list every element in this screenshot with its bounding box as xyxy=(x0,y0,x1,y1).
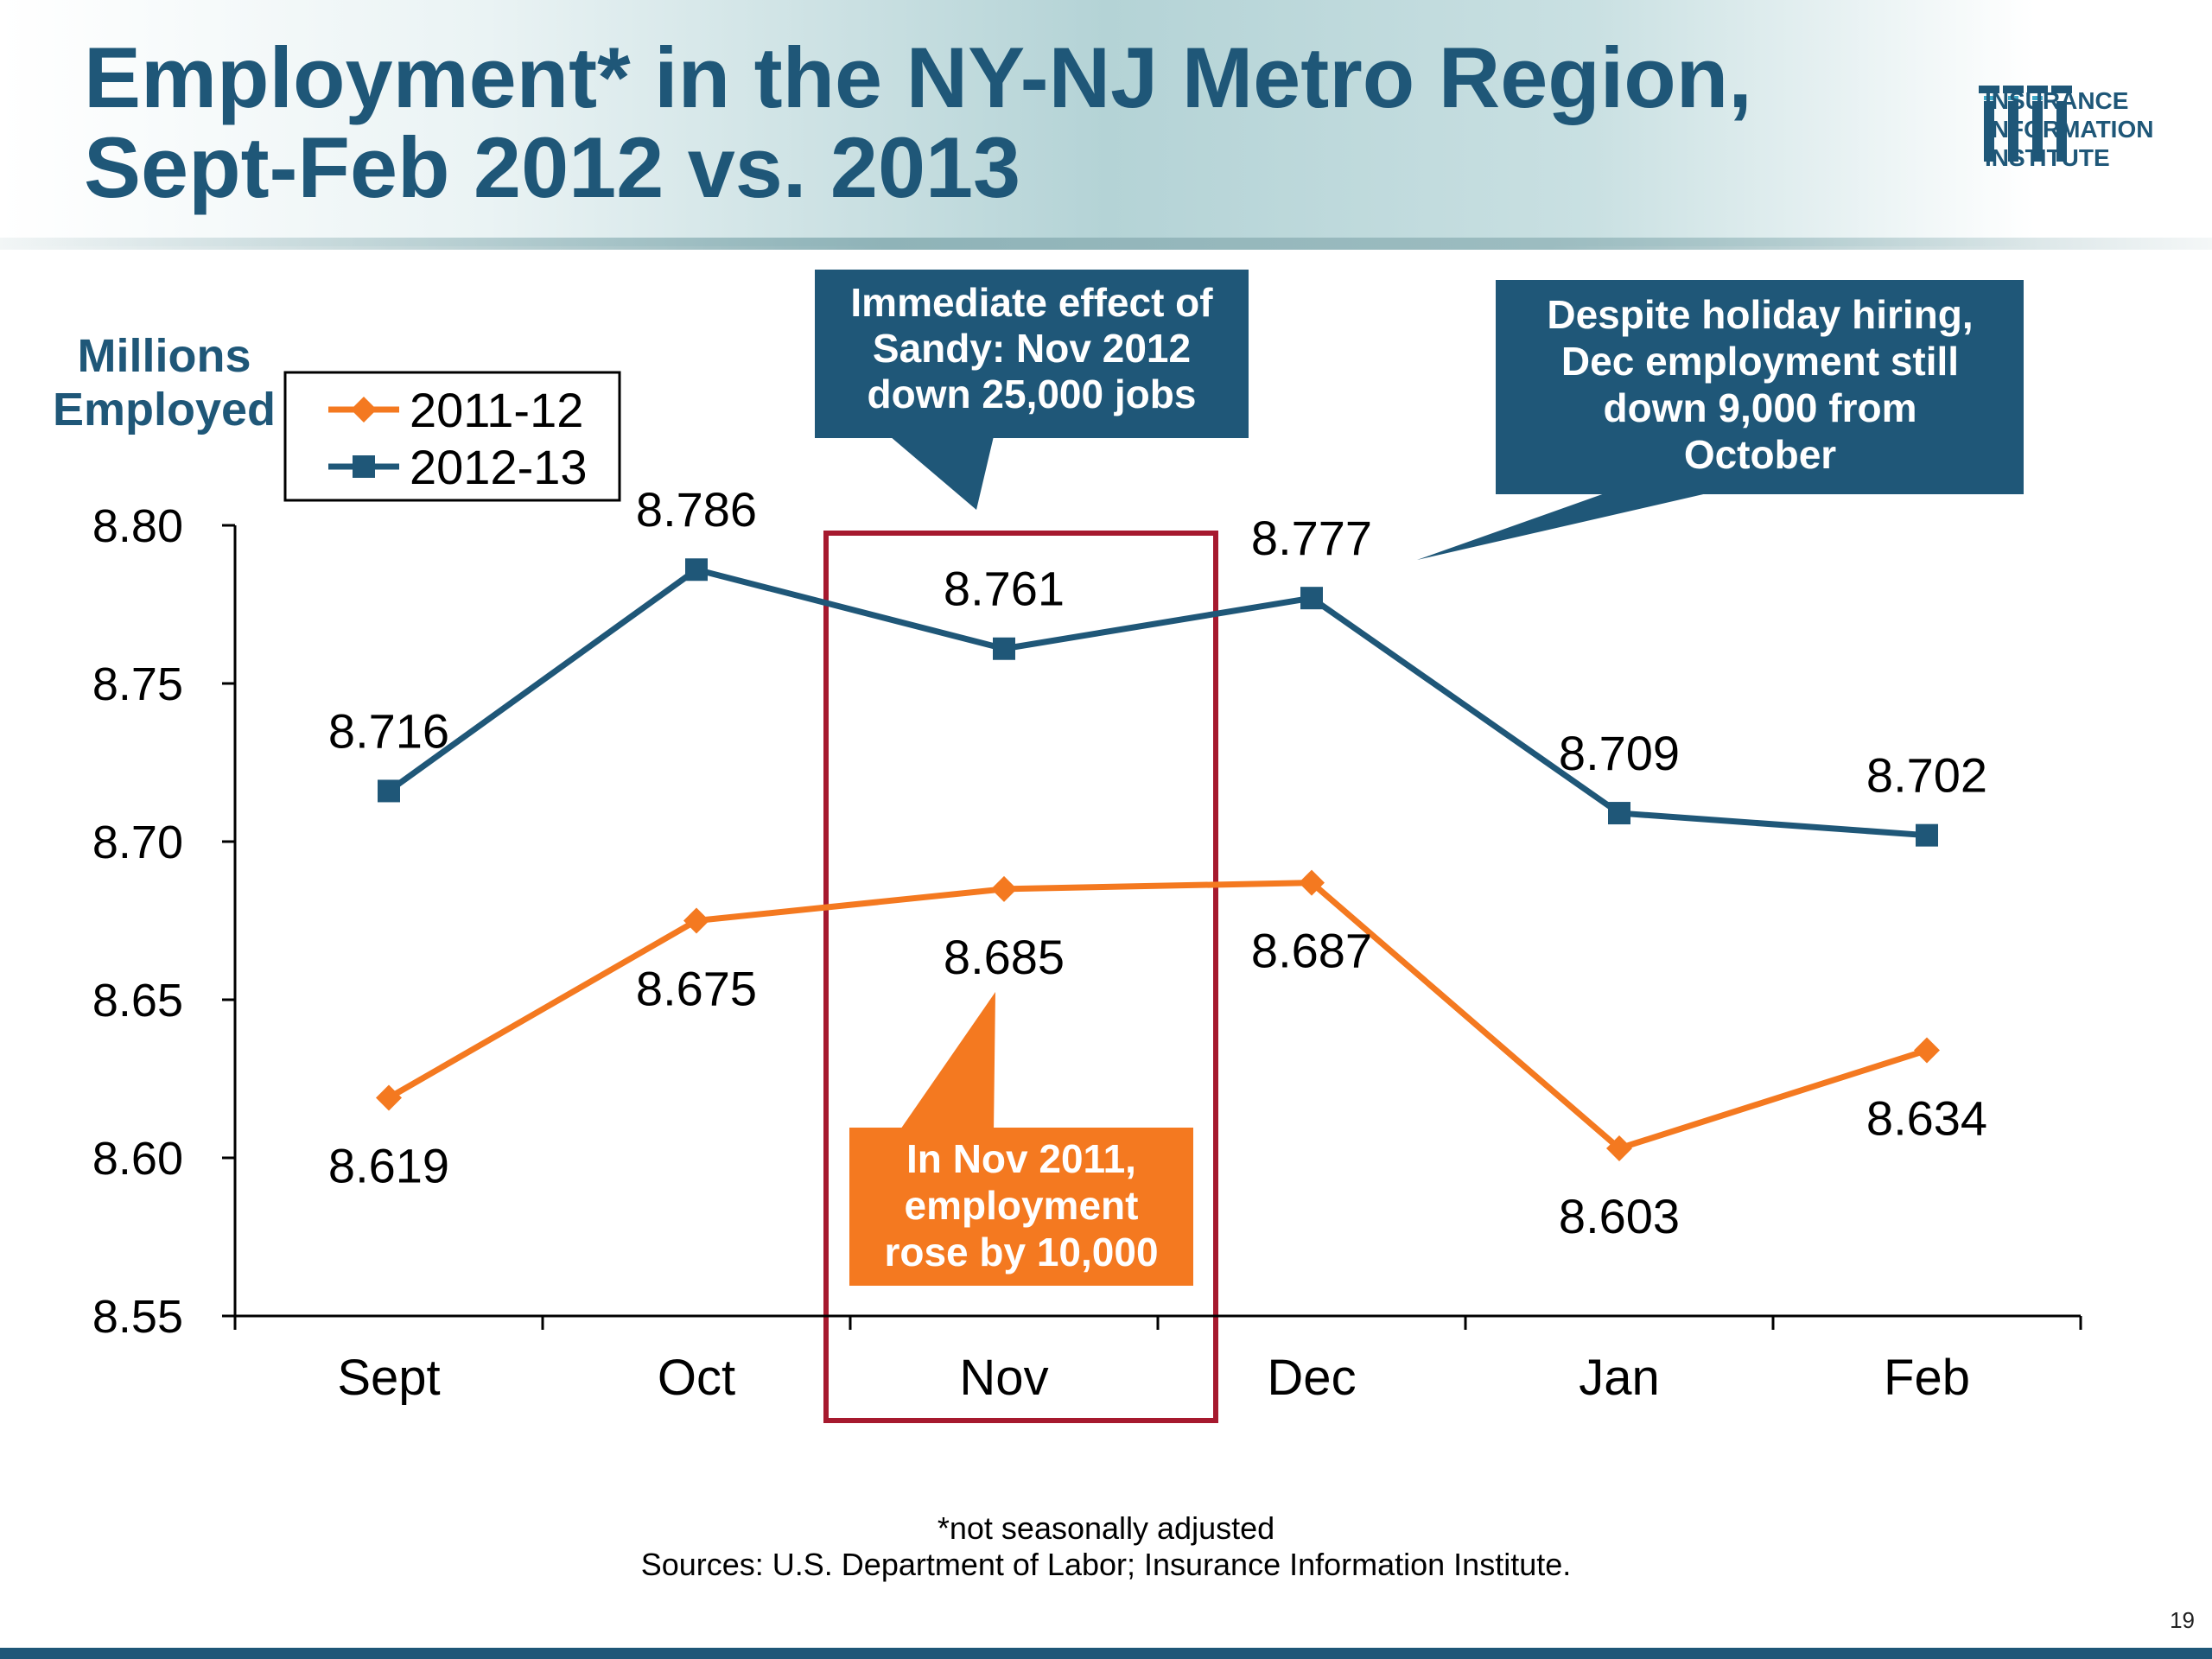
callout-holiday-text: down 9,000 from xyxy=(1604,385,1917,430)
slide-title-line-2: Sept-Feb 2012 vs. 2013 xyxy=(84,119,1021,215)
x-tick-label: Dec xyxy=(1267,1350,1356,1406)
data-label: 8.675 xyxy=(636,962,757,1016)
callout-holiday-text: Despite holiday hiring, xyxy=(1547,292,1973,337)
data-label: 8.761 xyxy=(944,562,1065,616)
legend-box xyxy=(283,371,621,502)
callout-holiday-text: October xyxy=(1684,432,1836,477)
callout-nov2011-text: rose by 10,000 xyxy=(884,1230,1158,1274)
slide-title-line-1: Employment* in the NY-NJ Metro Region, xyxy=(84,29,1752,125)
data-label: 8.603 xyxy=(1559,1189,1680,1243)
data-point-marker xyxy=(378,779,400,803)
data-point-marker xyxy=(685,558,708,582)
slide-title: Employment* in the NY-NJ Metro Region, S… xyxy=(84,33,1812,213)
data-point-marker xyxy=(1299,869,1325,896)
legend-marker xyxy=(351,397,377,423)
page-number: 19 xyxy=(2170,1607,2195,1633)
data-label: 8.687 xyxy=(1251,924,1372,978)
x-tick-label: Nov xyxy=(959,1350,1048,1406)
x-tick-label: Jan xyxy=(1579,1350,1660,1406)
callout-pointer xyxy=(890,436,994,510)
footnote-sources: Sources: U.S. Department of Labor; Insur… xyxy=(640,1547,1572,1582)
data-point-marker xyxy=(1606,1135,1632,1162)
callout-nov2011-text: In Nov 2011, xyxy=(906,1136,1136,1181)
iii-logo-wordmark: INSURANCE INFORMATION INSTITUTE xyxy=(1985,86,2153,172)
x-tick-label: Feb xyxy=(1884,1350,1970,1406)
y-axis-title: Employed xyxy=(53,384,276,435)
logo-line-1: INSURANCE xyxy=(1985,87,2129,114)
data-point-marker xyxy=(993,637,1015,660)
y-tick-label: 8.70 xyxy=(92,817,183,868)
callout-holiday-text: Dec employment still xyxy=(1561,339,1959,384)
data-label: 8.634 xyxy=(1866,1091,1987,1146)
data-label: 8.786 xyxy=(636,482,757,537)
data-label: 8.716 xyxy=(328,703,449,758)
data-point-marker xyxy=(1914,1037,1940,1064)
callout-nov2011-box xyxy=(849,1128,1193,1286)
data-point-marker xyxy=(991,875,1017,902)
logo-line-2: INFORMATION xyxy=(1985,116,2154,143)
data-label: 8.619 xyxy=(328,1138,449,1192)
legend-label: 2011-12 xyxy=(410,383,583,437)
bottom-bar xyxy=(0,1648,2212,1659)
data-label: 8.702 xyxy=(1866,748,1987,803)
y-tick-label: 8.55 xyxy=(92,1291,183,1343)
legend-marker xyxy=(353,455,375,478)
series-line-2011-12 xyxy=(387,880,1929,1152)
data-point-marker xyxy=(1300,587,1323,610)
callout-pointer xyxy=(899,992,995,1132)
y-tick-label: 8.80 xyxy=(92,500,183,552)
legend-label: 2012-13 xyxy=(410,440,588,494)
iii-logo-icon xyxy=(1979,86,2072,162)
data-point-marker xyxy=(683,907,709,934)
callout-nov2011-text: employment xyxy=(905,1183,1139,1228)
callout-sandy-box xyxy=(815,270,1249,438)
data-point-marker xyxy=(1916,823,1938,847)
data-point-marker xyxy=(376,1084,402,1111)
slide-header-background xyxy=(0,0,2212,246)
x-tick-label: Oct xyxy=(658,1350,735,1406)
y-tick-label: 8.75 xyxy=(92,658,183,710)
data-label: 8.709 xyxy=(1559,726,1680,780)
callout-sandy-text: Sandy: Nov 2012 xyxy=(873,326,1191,371)
nov-highlight-box xyxy=(823,531,1218,1423)
y-tick-label: 8.65 xyxy=(92,975,183,1027)
callout-sandy-text: down 25,000 jobs xyxy=(868,372,1197,416)
data-label: 8.777 xyxy=(1251,511,1372,565)
header-divider xyxy=(0,238,2212,250)
y-tick-label: 8.60 xyxy=(92,1133,183,1185)
data-point-marker xyxy=(1608,802,1630,825)
logo-line-3: INSTITUTE xyxy=(1985,144,2110,171)
y-axis-title: Millions xyxy=(78,330,251,382)
footnote-not-seasonally-adjusted: *not seasonally adjusted xyxy=(937,1510,1275,1546)
callout-pointer xyxy=(1417,493,1711,560)
x-tick-label: Sept xyxy=(337,1350,440,1406)
callout-holiday-box xyxy=(1496,280,2024,494)
data-label: 8.685 xyxy=(944,930,1065,984)
series-line-2012-13 xyxy=(386,566,1928,839)
callout-sandy-text: Immediate effect of xyxy=(850,280,1213,325)
